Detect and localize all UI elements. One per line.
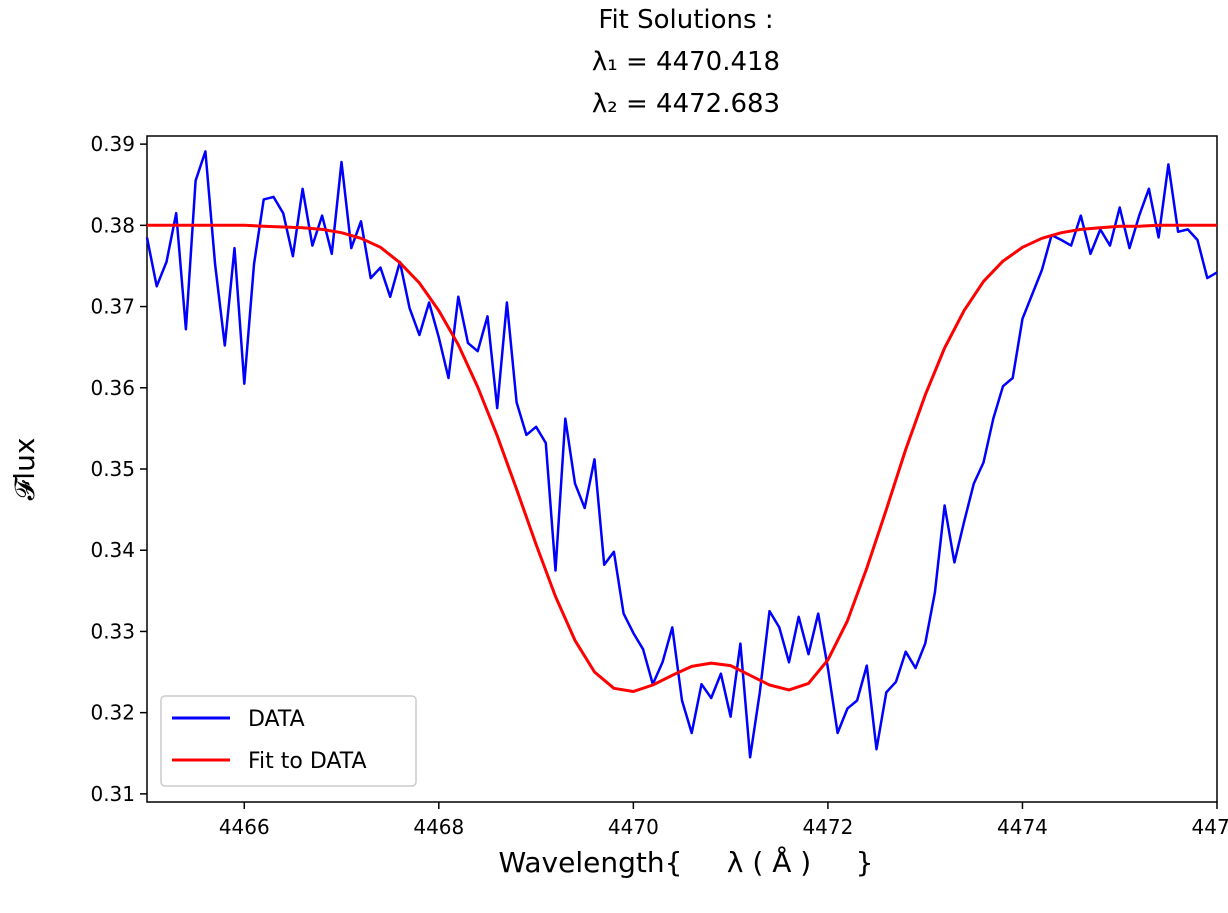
series-layer xyxy=(145,150,1218,759)
series-line-fit xyxy=(147,223,1217,693)
chart-title: Fit Solutions : λ₁ = 4470.418 λ₂ = 4472.… xyxy=(592,5,780,119)
x-tick-label: 4476 xyxy=(1192,815,1228,839)
x-tick-label: 4468 xyxy=(413,815,464,839)
y-axis-ticks: 0.31 0.32 0.33 0.34 0.35 0.36 0.37 0.38 0.39 xyxy=(90,132,147,806)
y-tick-label: 0.37 xyxy=(90,295,135,319)
y-tick-label: 0.34 xyxy=(90,538,135,562)
y-tick-label: 0.36 xyxy=(90,376,135,400)
chart-title-line-3: λ₂ = 4472.683 xyxy=(592,89,780,119)
legend-label-data: DATA xyxy=(248,707,305,732)
x-tick-label: 4474 xyxy=(997,815,1048,839)
legend-label-fit: Fit to DATA xyxy=(248,749,367,774)
chart-title-line-1: Fit Solutions : xyxy=(598,5,773,35)
x-tick-label: 4466 xyxy=(219,815,270,839)
y-tick-label: 0.38 xyxy=(90,213,135,237)
y-tick-label: 0.33 xyxy=(90,619,135,643)
y-tick-label: 0.35 xyxy=(90,457,135,481)
y-tick-label: 0.31 xyxy=(90,782,135,806)
y-tick-label: 0.39 xyxy=(90,132,135,156)
y-tick-label: 0.32 xyxy=(90,701,135,725)
series-line-data xyxy=(145,150,1218,759)
x-axis-label: Wavelength{ λ ( Å ) } xyxy=(498,845,873,879)
x-tick-label: 4470 xyxy=(608,815,659,839)
legend: DATA Fit to DATA xyxy=(160,695,417,787)
y-axis-label: 𝓕lux xyxy=(8,438,41,501)
x-axis-ticks: 4466 4468 4470 4472 4474 4476 xyxy=(219,802,1228,839)
x-tick-label: 4472 xyxy=(802,815,853,839)
chart-title-line-2: λ₁ = 4470.418 xyxy=(592,47,780,77)
